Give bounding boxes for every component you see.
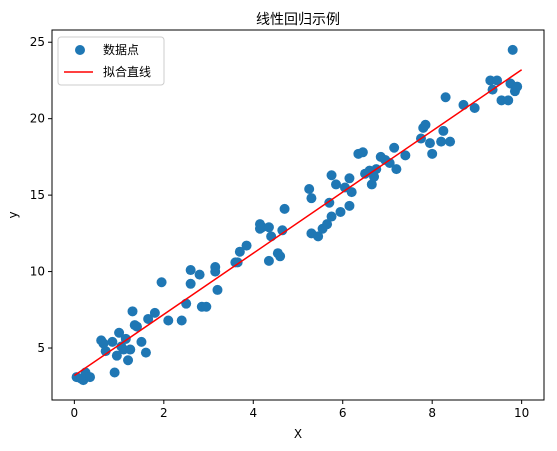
x-tick-label: 10 [514,406,529,420]
chart-title: 线性回归示例 [256,11,340,28]
y-tick-label: 5 [37,341,45,355]
data-point [344,200,355,211]
data-point [438,125,449,136]
data-point [458,99,469,110]
data-point [210,261,221,272]
legend-label-scatter: 数据点 [103,42,139,57]
data-point [440,92,451,103]
data-point [344,173,355,184]
data-point [176,315,187,326]
data-point [424,138,435,149]
data-point [445,136,456,147]
data-point [503,95,514,106]
data-point [107,336,118,347]
data-point [492,75,503,86]
fit-line [73,69,523,377]
data-point [335,206,346,217]
data-point [127,306,138,317]
data-point [384,158,395,169]
data-point [156,277,167,288]
data-point [326,170,337,181]
data-point [234,246,245,257]
data-point [326,211,337,222]
data-point [241,240,252,251]
y-axis-ticks: 5 10 15 20 25 [30,35,52,355]
data-point [98,338,109,349]
data-point [212,284,223,295]
data-point [275,251,286,262]
data-point [366,179,377,190]
scatter-points [71,44,523,386]
data-point [125,344,136,355]
data-point [263,222,274,233]
x-tick-label: 6 [339,406,347,420]
data-point [149,307,160,318]
data-point [263,255,274,266]
data-point [114,327,125,338]
data-point [357,147,368,158]
data-point [331,179,342,190]
x-axis-ticks: 0 2 4 6 8 10 [71,400,529,420]
data-point [304,184,315,195]
data-point [279,203,290,214]
data-point [100,346,111,357]
data-point [389,142,400,153]
data-point [306,193,317,204]
data-point [427,148,438,159]
plot-area-frame [51,29,545,401]
x-tick-label: 0 [71,406,79,420]
data-point [111,350,122,361]
data-point [313,231,324,242]
data-point [194,269,205,280]
x-tick-label: 2 [160,406,168,420]
data-point [420,119,431,130]
fit-line-layer [73,69,523,377]
data-point [266,231,277,242]
data-point [185,278,196,289]
x-tick-label: 4 [249,406,257,420]
data-point [346,187,357,198]
y-tick-label: 20 [30,112,45,126]
data-point [201,301,212,312]
y-tick-label: 25 [30,35,45,49]
data-point [507,44,518,55]
legend: 数据点 拟合直线 [57,36,165,86]
legend-label-line: 拟合直线 [103,64,151,79]
data-point [436,136,447,147]
y-tick-label: 10 [30,265,45,279]
data-point [277,225,288,236]
x-tick-label: 8 [428,406,436,420]
data-point [109,367,120,378]
data-point [400,150,411,161]
y-axis-title: y [6,211,20,218]
data-point [469,102,480,113]
data-point [391,164,402,175]
data-point [181,298,192,309]
data-point [143,313,154,324]
data-point [136,336,147,347]
y-tick-label: 15 [30,188,45,202]
data-point [163,315,174,326]
data-point [131,321,142,332]
data-point [512,81,523,92]
data-point [322,219,333,230]
data-point [85,372,96,383]
legend-marker-scatter [75,45,85,55]
data-point [185,265,196,276]
data-point [140,347,151,358]
x-axis-title: X [294,427,302,441]
data-point [369,171,380,182]
data-point [123,355,134,366]
